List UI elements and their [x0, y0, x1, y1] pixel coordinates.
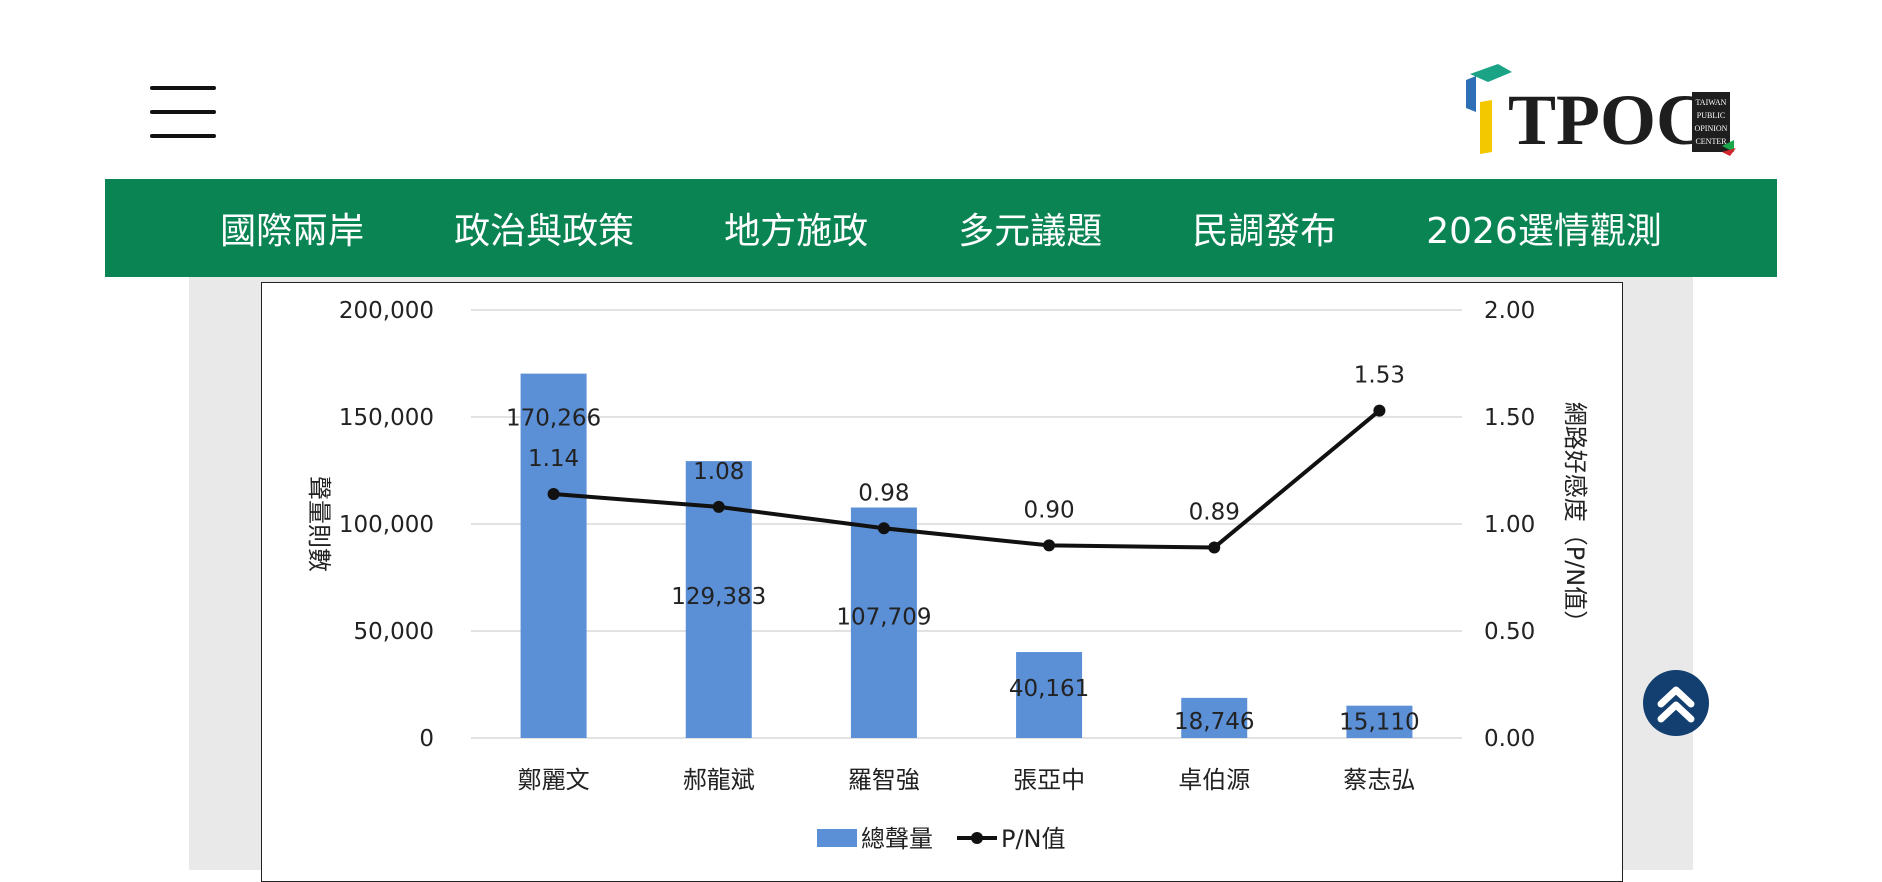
- pn-point: [1373, 404, 1386, 417]
- legend-swatch-bar: [817, 829, 857, 847]
- bar-value-label: 15,110: [1339, 710, 1419, 736]
- x-tick-label: 郝龍斌: [683, 766, 755, 794]
- volume-pn-chart: 0 50,000 100,000 150,000 200,000 0.00 0.50 1.00…: [305, 298, 1589, 853]
- svg-text:TAIWAN: TAIWAN: [1696, 98, 1727, 107]
- logo-red-flag: [1722, 148, 1736, 156]
- pn-point: [877, 522, 890, 535]
- logo-blue-shape: [1466, 76, 1476, 112]
- y-axis-title: 聲量則數: [305, 476, 333, 572]
- y2-tick-label: 1.00: [1484, 512, 1535, 538]
- svg-text:PUBLIC: PUBLIC: [1697, 111, 1725, 120]
- logo-badge: [1692, 92, 1730, 152]
- bar-value-label: 129,383: [671, 584, 766, 610]
- pn-value-label: 0.89: [1189, 500, 1240, 526]
- y2-tick-label: 1.50: [1484, 405, 1535, 431]
- y2-tick-label: 0.00: [1484, 726, 1535, 752]
- nav-item-local-governance[interactable]: 地方施政: [724, 211, 869, 252]
- hamburger-menu-icon[interactable]: [150, 86, 216, 138]
- pn-value-label: 1.14: [528, 446, 579, 472]
- y2-tick-label: 0.50: [1484, 619, 1535, 645]
- pn-point: [1208, 541, 1221, 554]
- tpoc-logo[interactable]: TPOC TAIWAN PUBLIC OPINION CENTER: [1460, 56, 1740, 156]
- bar: [1346, 705, 1413, 738]
- x-tick-label: 張亞中: [1013, 766, 1085, 794]
- pn-value-label: 0.90: [1023, 497, 1074, 523]
- nav-item-politics-policy[interactable]: 政治與政策: [454, 211, 635, 252]
- legend-swatch-point: [971, 832, 983, 844]
- y-tick-label: 200,000: [339, 298, 434, 324]
- pn-point: [547, 488, 560, 501]
- y-tick-label: 0: [419, 726, 434, 752]
- logo-teal-shape: [1470, 64, 1512, 82]
- bar: [520, 373, 587, 738]
- nav-item-2026-election[interactable]: 2026選情觀測: [1426, 211, 1662, 252]
- y-tick-label: 100,000: [339, 512, 434, 538]
- pn-point: [712, 500, 725, 513]
- x-tick-label: 羅智強: [848, 766, 920, 794]
- svg-text:OPINION: OPINION: [1695, 124, 1728, 133]
- x-tick-label: 鄭麗文: [518, 766, 590, 794]
- y2-axis-title: 網路好感度（P/N值）: [1561, 402, 1589, 635]
- y-tick-label: 150,000: [339, 405, 434, 431]
- bar-value-label: 107,709: [836, 605, 931, 631]
- logo-yellow-shape: [1480, 100, 1492, 154]
- bar: [850, 507, 917, 738]
- bar-value-label: 170,266: [506, 406, 601, 432]
- bar-value-label: 40,161: [1009, 676, 1089, 702]
- legend-label-line: P/N值: [1001, 825, 1066, 853]
- y2-tick-label: 2.00: [1484, 298, 1535, 324]
- legend-label-bar: 總聲量: [861, 825, 933, 853]
- bar: [1181, 697, 1248, 738]
- svg-text:CENTER: CENTER: [1695, 137, 1727, 146]
- pn-line: [553, 409, 1381, 550]
- x-tick-label: 卓伯源: [1178, 766, 1250, 794]
- bar-value-label: 18,746: [1174, 709, 1254, 735]
- double-chevron-up-icon: [1657, 686, 1695, 723]
- bar: [1016, 652, 1083, 738]
- pn-point: [1043, 539, 1056, 552]
- y-tick-label: 50,000: [354, 619, 434, 645]
- pn-value-label: 1.53: [1354, 363, 1405, 389]
- logo-green-flag: [1722, 140, 1734, 152]
- nav-item-cross-strait[interactable]: 國際兩岸: [220, 211, 365, 252]
- nav-item-poll-releases[interactable]: 民調發布: [1192, 211, 1337, 252]
- logo-text: TPOC: [1508, 80, 1708, 156]
- pn-value-label: 1.08: [693, 459, 744, 485]
- x-tick-label: 蔡志弘: [1343, 766, 1415, 794]
- pn-value-label: 0.98: [858, 480, 909, 506]
- main-nav: 國際兩岸 政治與政策 地方施政 多元議題 民調發布 2026選情觀測: [105, 179, 1777, 277]
- nav-item-diverse-issues[interactable]: 多元議題: [958, 211, 1103, 252]
- back-to-top-button[interactable]: [1643, 670, 1709, 736]
- chart-frame: [261, 282, 1623, 882]
